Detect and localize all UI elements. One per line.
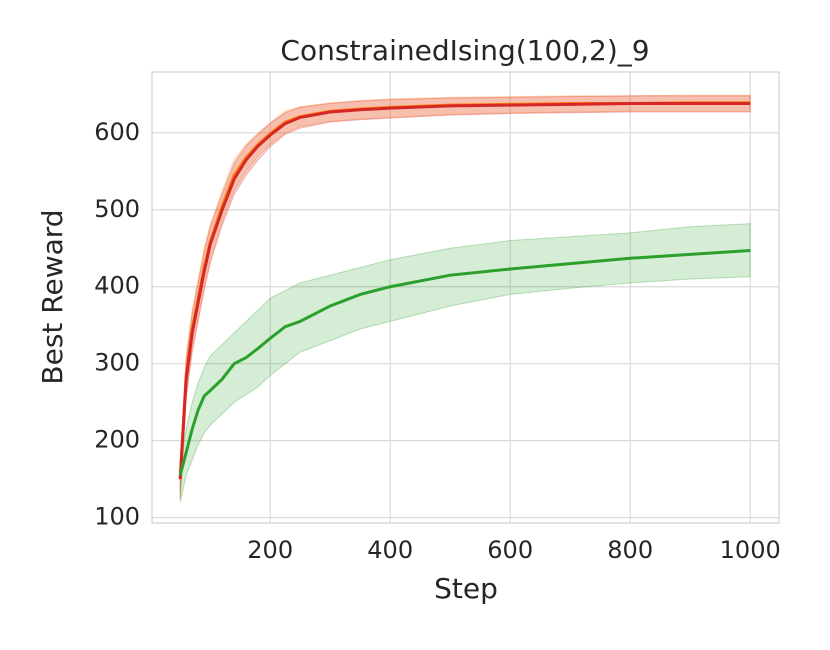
y-axis-label: Best Reward [36, 209, 69, 384]
y-tick-label: 200 [94, 426, 140, 454]
y-tick-label: 100 [94, 503, 140, 531]
confidence-band [179, 95, 751, 499]
x-tick-label: 1000 [720, 536, 781, 564]
x-tick-label: 800 [607, 536, 653, 564]
confidence-band [179, 94, 751, 495]
line [178, 249, 751, 476]
x-axis-label: Step [434, 572, 498, 605]
y-tick-label: 500 [94, 195, 140, 223]
x-tick-label: 400 [367, 536, 413, 564]
confidence-band [179, 223, 751, 503]
y-tick-label: 600 [94, 118, 140, 146]
line [178, 102, 751, 480]
y-tick-label: 400 [94, 272, 140, 300]
chart-title: ConstrainedIsing(100,2)_9 [280, 34, 649, 67]
y-tick-label: 300 [94, 349, 140, 377]
plot-frame [151, 71, 780, 524]
x-tick-label: 600 [487, 536, 533, 564]
x-tick-label: 200 [247, 536, 293, 564]
